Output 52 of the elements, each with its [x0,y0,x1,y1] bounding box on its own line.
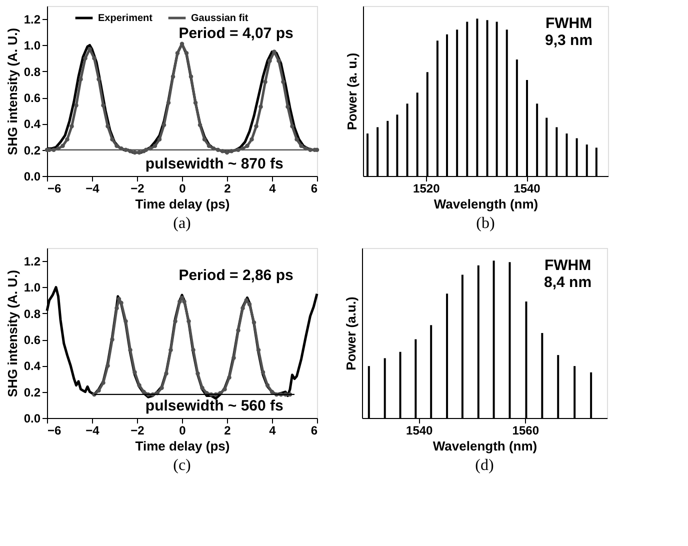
y-tick-label: 1.2 [24,12,41,27]
annotation: Period = 4,07 ps [178,25,294,42]
x-tick-label: −4 [86,182,100,196]
x-tick-label: 0 [179,182,186,196]
x-tick-label: 2 [224,182,232,196]
x-axis-title: Time delay (ps) [135,196,230,212]
text: (c) [173,457,191,474]
text: (d) [475,457,494,474]
x-tick-label: 6 [310,182,318,196]
x-tick-label: 6 [310,424,318,438]
x-tick-label: 1540 [514,182,541,196]
y-tick-label: 1.0 [24,38,41,53]
y-axis-title: SHG intensity (A. U.) [4,270,20,398]
annotation: Period = 2,86 ps [178,267,294,284]
y-axis-title: Power (a.u.) [344,296,358,370]
x-tick-label: −6 [48,182,62,196]
y-tick-label: 0.2 [24,385,41,400]
annotation: pulsewidth ~ 870 fs [145,155,284,172]
y-tick-label: 0.4 [24,117,41,132]
text: (a) [173,215,191,232]
x-tick-label: 4 [269,424,276,438]
y-tick-label: 0.8 [24,64,41,79]
legend-label: Experiment [98,13,154,24]
y-tick-label: 0.8 [24,306,41,321]
annotation: pulsewidth ~ 560 fs [145,397,284,414]
x-axis-title: Time delay (ps) [135,438,230,454]
y-tick-label: 0.6 [24,91,41,106]
y-axis-title: Power (a. u.) [344,52,360,130]
x-tick-label: 0 [179,424,186,438]
text: (b) [476,215,495,232]
x-tick-label: 2 [224,424,232,438]
y-tick-label: 0.0 [24,412,41,426]
y-tick-label: 1.2 [24,254,41,269]
x-tick-label: 1560 [512,424,540,438]
y-tick-label: 0.0 [24,170,41,184]
x-tick-label: −2 [130,424,145,438]
x-tick-label: 1520 [413,182,440,196]
x-tick-label: −2 [130,182,145,196]
y-tick-label: 0.6 [24,333,41,348]
x-tick-label: −6 [48,424,62,438]
legend-label: Gaussian fit [191,13,249,24]
x-tick-label: 1540 [406,424,434,438]
x-axis-title: Wavelength (nm) [434,196,538,212]
y-tick-label: 0.4 [24,359,41,374]
x-tick-label: −4 [86,424,100,438]
y-tick-label: 0.2 [24,143,41,158]
y-tick-label: 1.0 [24,280,41,295]
x-axis-title: Wavelength (nm) [432,438,538,454]
x-tick-label: 4 [269,182,276,196]
y-axis-title: SHG intensity (A. U.) [4,28,20,156]
annotation: FWHM 8,4 nm [544,257,592,291]
annotation: FWHM 9,3 nm [545,15,593,49]
